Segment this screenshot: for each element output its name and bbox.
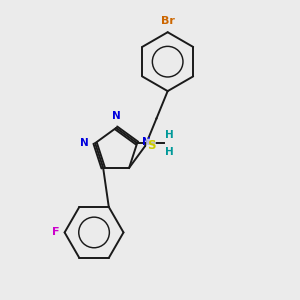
Text: F: F	[52, 227, 59, 237]
Text: N: N	[142, 137, 151, 147]
Text: S: S	[147, 139, 155, 152]
Text: H: H	[165, 130, 174, 140]
Text: H: H	[165, 147, 174, 157]
Text: N: N	[80, 138, 89, 148]
Text: N: N	[112, 111, 121, 121]
Text: Br: Br	[161, 16, 175, 26]
